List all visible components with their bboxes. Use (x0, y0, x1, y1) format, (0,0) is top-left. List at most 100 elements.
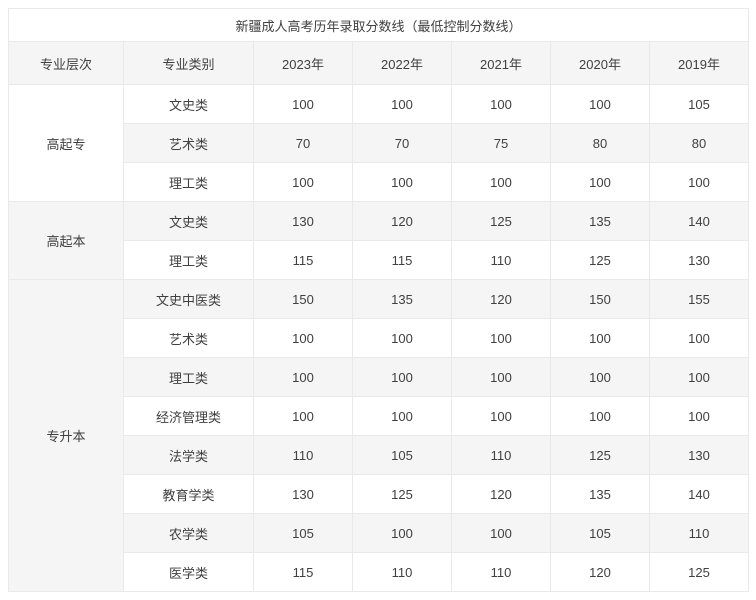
score-cell: 105 (550, 513, 650, 553)
column-header-2019: 2019年 (648, 41, 750, 85)
score-cell: 70 (253, 123, 353, 163)
score-cell: 135 (550, 201, 650, 241)
table-header-row: 专业层次 专业类别 2023年 2022年 2021年 2020年 2019年 (8, 41, 750, 85)
score-cell: 100 (648, 318, 750, 358)
score-cell: 135 (550, 474, 650, 514)
category-cell: 法学类 (123, 435, 254, 475)
score-cell: 100 (451, 84, 551, 124)
score-cell: 140 (648, 201, 750, 241)
score-cell: 100 (352, 318, 452, 358)
score-cell: 100 (648, 396, 750, 436)
score-cell: 120 (451, 474, 551, 514)
score-cell: 125 (648, 552, 750, 592)
score-cell: 100 (352, 84, 452, 124)
table-row: 高起本 文史类 130 120 125 135 140 (8, 201, 750, 280)
score-cell: 125 (550, 240, 650, 280)
score-cell: 100 (451, 396, 551, 436)
score-cell: 110 (352, 552, 452, 592)
score-table-body: 高起专 文史类 100 100 100 100 105 艺术类 70 70 75 80 80 理工类 100… (8, 84, 750, 592)
score-cell: 100 (451, 318, 551, 358)
score-cell: 100 (550, 357, 650, 397)
category-cell: 文史中医类 (123, 279, 254, 319)
score-cell: 125 (451, 201, 551, 241)
category-cell: 医学类 (123, 552, 254, 592)
table-row: 医学类 115 110 110 120 125 (9, 552, 750, 592)
category-cell: 理工类 (123, 162, 254, 202)
score-cell: 70 (352, 123, 452, 163)
score-cell: 110 (451, 435, 551, 475)
table-row: 法学类 110 105 110 125 130 (9, 435, 750, 475)
score-cell: 100 (253, 357, 353, 397)
table-row: 专升本 文史中医类 150 135 120 150 155 (8, 279, 750, 592)
column-header-2022: 2022年 (352, 41, 452, 85)
table-row: 艺术类 70 70 75 80 80 (9, 123, 750, 163)
category-cell: 文史类 (123, 201, 254, 241)
score-cell: 100 (352, 162, 452, 202)
column-header-2021: 2021年 (451, 41, 551, 85)
score-cell: 105 (352, 435, 452, 475)
table-title: 新疆成人高考历年录取分数线（最低控制分数线） (7, 8, 750, 42)
table-row: 农学类 105 100 100 105 110 (9, 513, 750, 553)
table-row: 理工类 100 100 100 100 100 (9, 162, 750, 202)
table-row: 高起专 文史类 100 100 100 100 105 (8, 84, 750, 202)
score-cell: 140 (648, 474, 750, 514)
column-header-2020: 2020年 (550, 41, 650, 85)
score-cell: 100 (550, 318, 650, 358)
score-cell: 130 (253, 474, 353, 514)
table-row: 理工类 100 100 100 100 100 (9, 357, 750, 397)
score-cell: 150 (253, 279, 353, 319)
level-cell: 专升本 (8, 279, 124, 592)
score-cell: 135 (352, 279, 452, 319)
column-header-level: 专业层次 (8, 41, 124, 85)
score-cell: 110 (648, 513, 750, 553)
score-cell: 120 (352, 201, 452, 241)
level-cell: 高起专 (8, 84, 124, 202)
category-cell: 艺术类 (123, 123, 254, 163)
score-cell: 100 (352, 513, 452, 553)
score-cell: 150 (550, 279, 650, 319)
score-cell: 100 (451, 513, 551, 553)
score-cell: 100 (253, 318, 353, 358)
score-cell: 120 (451, 279, 551, 319)
category-cell: 理工类 (123, 357, 254, 397)
score-cell: 100 (550, 396, 650, 436)
score-cell: 120 (550, 552, 650, 592)
score-cell: 100 (648, 162, 750, 202)
score-cell: 115 (253, 552, 353, 592)
score-cell: 110 (451, 552, 551, 592)
score-cell: 100 (253, 162, 353, 202)
category-cell: 艺术类 (123, 318, 254, 358)
score-cell: 100 (352, 357, 452, 397)
score-cell: 130 (648, 435, 750, 475)
score-cell: 100 (648, 357, 750, 397)
score-cell: 115 (253, 240, 353, 280)
score-cell: 130 (253, 201, 353, 241)
score-cell: 100 (550, 84, 650, 124)
score-cell: 100 (451, 357, 551, 397)
score-cell: 80 (550, 123, 650, 163)
score-cell: 125 (352, 474, 452, 514)
score-cell: 110 (451, 240, 551, 280)
score-cell: 110 (253, 435, 353, 475)
level-cell: 高起本 (8, 201, 124, 280)
score-cell: 115 (352, 240, 452, 280)
score-cell: 100 (352, 396, 452, 436)
score-cell: 105 (648, 84, 750, 124)
category-cell: 经济管理类 (123, 396, 254, 436)
score-cell: 105 (253, 513, 353, 553)
score-cell: 100 (550, 162, 650, 202)
category-cell: 文史类 (123, 84, 254, 124)
table-row: 艺术类 100 100 100 100 100 (9, 318, 750, 358)
category-cell: 农学类 (123, 513, 254, 553)
column-header-2023: 2023年 (253, 41, 353, 85)
score-table: 新疆成人高考历年录取分数线（最低控制分数线） 专业层次 专业类别 2023年 2… (7, 8, 750, 592)
column-header-category: 专业类别 (123, 41, 254, 85)
score-cell: 100 (253, 396, 353, 436)
score-cell: 75 (451, 123, 551, 163)
category-cell: 理工类 (123, 240, 254, 280)
score-cell: 80 (648, 123, 750, 163)
score-cell: 155 (648, 279, 750, 319)
table-title-row: 新疆成人高考历年录取分数线（最低控制分数线） (7, 8, 750, 42)
table-row: 经济管理类 100 100 100 100 100 (9, 396, 750, 436)
